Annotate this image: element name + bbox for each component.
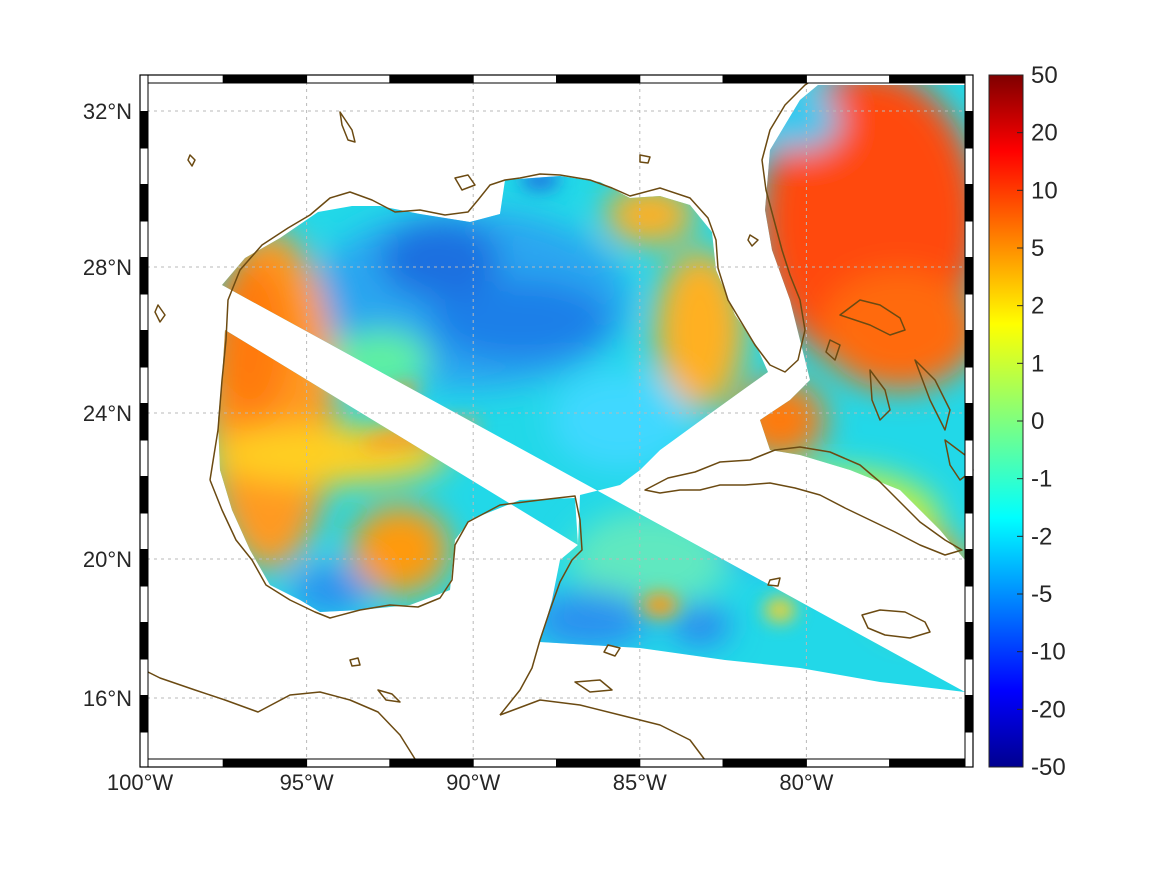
frame-segment-bottom [805,758,891,768]
frame-segment-left [139,293,149,331]
frame-segment-right [964,257,974,295]
frame-segment-right [964,549,974,587]
frame-segment-top [389,74,474,84]
frame-segment-left [139,731,149,768]
frame-segment-right [964,512,974,550]
frame-segment-right [964,220,974,258]
colorbar-label: 5 [1031,235,1044,262]
frame-segment-bottom [472,758,558,768]
frame-segment-top [139,74,224,84]
lon-tick-95w: 95°W [280,770,334,795]
frame-segment-bottom [889,758,974,768]
frame-segment-right [964,147,974,185]
map-area [139,74,974,768]
colorbar-label: -1 [1031,466,1052,493]
lat-tick-32n: 32°N [83,99,132,124]
frame-segment-left [139,366,149,404]
frame-segment-right [964,439,974,477]
frame-segment-right [964,293,974,331]
frame-segment-top [639,74,724,84]
frame-segment-top [556,74,641,84]
frame-segment-bottom [556,758,641,768]
frame-segment-left [139,111,149,149]
frame-segment-bottom [306,758,391,768]
frame-segment-left [139,512,149,550]
frame-segment-left [139,549,149,587]
lat-tick-16n: 16°N [83,686,132,711]
lat-tick-20n: 20°N [83,547,132,572]
frame-segment-right [964,658,974,696]
colorbar-label: -2 [1031,523,1052,550]
frame-segment-left [139,220,149,258]
lat-tick-24n: 24°N [83,401,132,426]
frame-segment-right [964,184,974,222]
frame-segment-top [805,74,891,84]
frame-outline [139,74,974,768]
colorbar-label: 10 [1031,177,1058,204]
lat-tick-28n: 28°N [83,255,132,280]
colorbar-label: 1 [1031,350,1044,377]
colorbar-label: 20 [1031,120,1058,147]
frame-segment-right [964,74,974,112]
frame-segment-left [139,147,149,185]
colorbar-label: -10 [1031,639,1066,666]
frame-segment-top [472,74,558,84]
frame-segment-right [964,366,974,404]
frame-segment-right [964,476,974,514]
colorbar-label: 50 [1031,62,1058,89]
lon-tick-90w: 90°W [446,770,500,795]
frame-segment-left [139,622,149,660]
frame-segment-right [964,111,974,149]
coastlines [139,74,974,768]
graticule [140,75,973,767]
frame-segment-left [139,74,149,112]
frame-segment-right [964,695,974,733]
frame-segment-left [139,330,149,368]
frame-segment-top [306,74,391,84]
frame-segment-top [722,74,807,84]
frame-segment-left [139,257,149,295]
frame-segment-bottom [222,758,308,768]
frame-segment-bottom [389,758,474,768]
map-frame [139,74,974,768]
colorbar-label: -5 [1031,581,1052,608]
frame-segment-right [964,622,974,660]
frame-segment-left [139,695,149,733]
frame-segment-bottom [139,758,224,768]
lon-tick-80w: 80°W [779,770,833,795]
frame-segment-top [222,74,308,84]
frame-segment-top [889,74,974,84]
colorbar-label: -50 [1031,754,1066,781]
frame-segment-left [139,403,149,441]
frame-segment-left [139,184,149,222]
frame-segment-right [964,330,974,368]
frame-segment-left [139,476,149,514]
frame-segment-bottom [722,758,807,768]
frame-segment-left [139,439,149,477]
frame-segment-bottom [639,758,724,768]
frame-segment-right [964,403,974,441]
colorbar-label: -20 [1031,696,1066,723]
lat-tick-labels: 16°N 20°N 24°N 28°N 32°N [83,99,132,711]
frame-segment-left [139,658,149,696]
lon-tick-100w: 100°W [107,770,174,795]
frame-segment-left [139,585,149,623]
frame-segment-right [964,731,974,768]
colorbar-label: 2 [1031,293,1044,320]
colorbar-label: 0 [1031,408,1044,435]
lon-tick-labels: 100°W 95°W 90°W 85°W 80°W [107,770,834,795]
lon-tick-85w: 85°W [613,770,667,795]
frame-segment-right [964,585,974,623]
